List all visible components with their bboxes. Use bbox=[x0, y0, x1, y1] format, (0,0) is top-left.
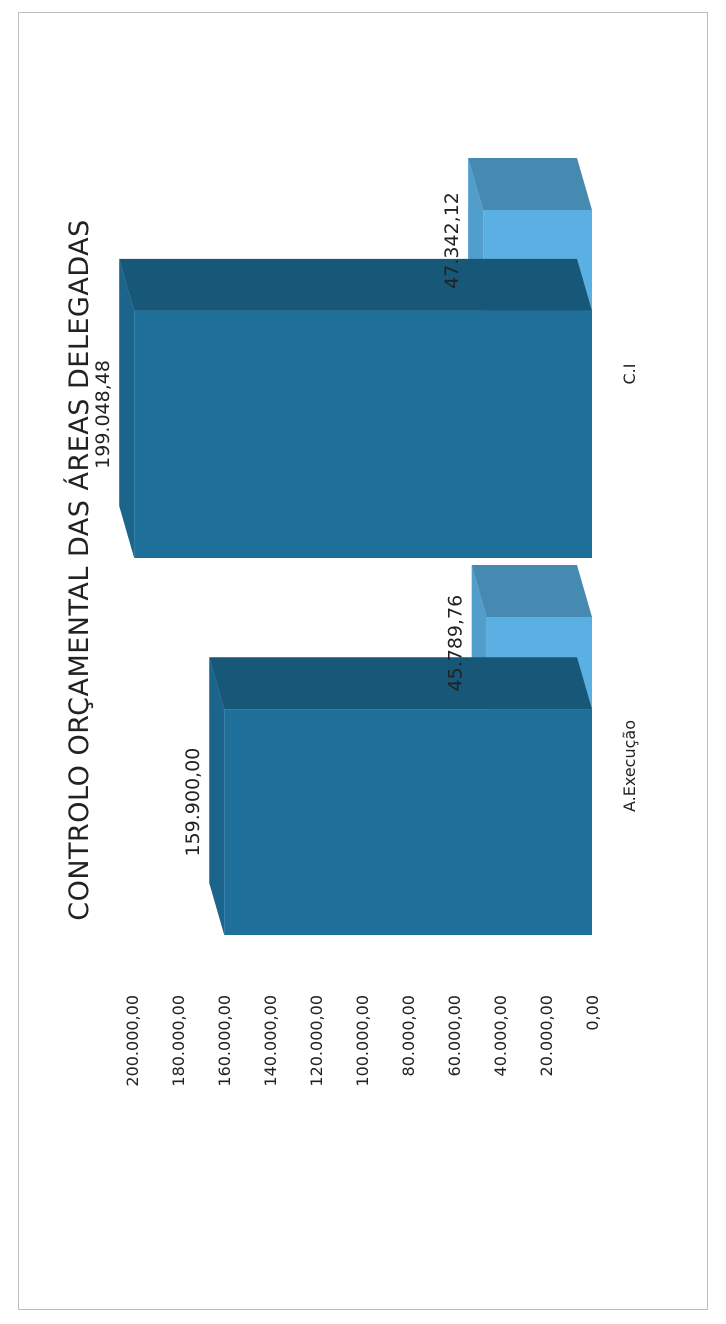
y-tick-label: 80.000,00 bbox=[399, 995, 418, 1076]
data-label: 159.900,00 bbox=[182, 748, 204, 857]
y-tick-label: 60.000,00 bbox=[445, 995, 464, 1076]
bar-top bbox=[209, 657, 225, 935]
bar-top bbox=[119, 258, 135, 558]
category-label: A.Execução bbox=[620, 720, 639, 812]
bar-side bbox=[209, 657, 592, 710]
data-labels: 159.900,00 45.789,76 199.048,48 47.342,12 bbox=[92, 192, 466, 856]
bar bbox=[134, 310, 592, 558]
y-tick-label: 0,00 bbox=[583, 995, 602, 1031]
chart-title: CONTROLO ORÇAMENTAL DAS ÁREAS DELEGADAS bbox=[63, 219, 95, 921]
y-tick-label: 100.000,00 bbox=[353, 995, 372, 1087]
bars bbox=[119, 158, 593, 935]
bar bbox=[224, 709, 592, 935]
y-tick-label: 40.000,00 bbox=[491, 995, 510, 1076]
y-tick-label: 160.000,00 bbox=[215, 995, 234, 1087]
category-labels: A.Execução C.I bbox=[620, 364, 639, 813]
data-label: 47.342,12 bbox=[441, 192, 463, 289]
y-tick-label: 140.000,00 bbox=[261, 995, 280, 1087]
bar-side bbox=[468, 158, 592, 210]
y-tick-labels: 0,00 20.000,00 40.000,00 60.000,00 80.000,00… bbox=[123, 995, 602, 1087]
y-tick-label: 200.000,00 bbox=[123, 995, 142, 1087]
chart-plot: CONTROLO ORÇAMENTAL DAS ÁREAS DELEGADAS … bbox=[63, 158, 639, 1087]
y-tick-label: 120.000,00 bbox=[307, 995, 326, 1087]
data-label: 45.789,76 bbox=[445, 595, 467, 692]
y-tick-label: 180.000,00 bbox=[169, 995, 188, 1087]
bar-side bbox=[471, 565, 592, 617]
category-label: C.I bbox=[620, 364, 639, 385]
data-label: 199.048,48 bbox=[92, 360, 114, 469]
y-tick-label: 20.000,00 bbox=[537, 995, 556, 1076]
bar-side bbox=[119, 258, 592, 311]
